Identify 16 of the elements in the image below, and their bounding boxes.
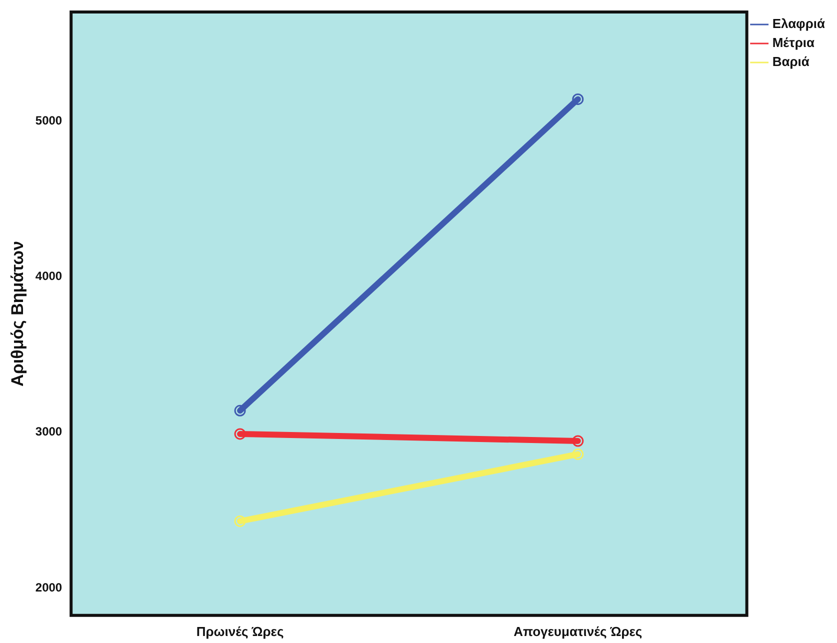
point bbox=[572, 448, 584, 460]
x-tick-label: Απογευματινές Ώρες bbox=[514, 624, 642, 639]
point bbox=[234, 404, 246, 416]
y-tick-label: 3000 bbox=[35, 424, 62, 439]
y-axis-title: Αριθμός Βημάτων bbox=[8, 240, 27, 386]
legend-label: Ελαφριά bbox=[772, 16, 826, 32]
y-tick-label: 4000 bbox=[35, 269, 62, 284]
y-tick-label: 2000 bbox=[35, 580, 62, 594]
point bbox=[572, 93, 584, 105]
y-tick-label: 5000 bbox=[35, 113, 62, 128]
point bbox=[234, 428, 246, 440]
legend-label: Βαριά bbox=[772, 54, 810, 70]
x-tick-label: Πρωινές Ώρες bbox=[196, 624, 284, 639]
point bbox=[572, 435, 584, 447]
point bbox=[234, 515, 246, 527]
legend-label: Μέτρια bbox=[772, 35, 814, 50]
